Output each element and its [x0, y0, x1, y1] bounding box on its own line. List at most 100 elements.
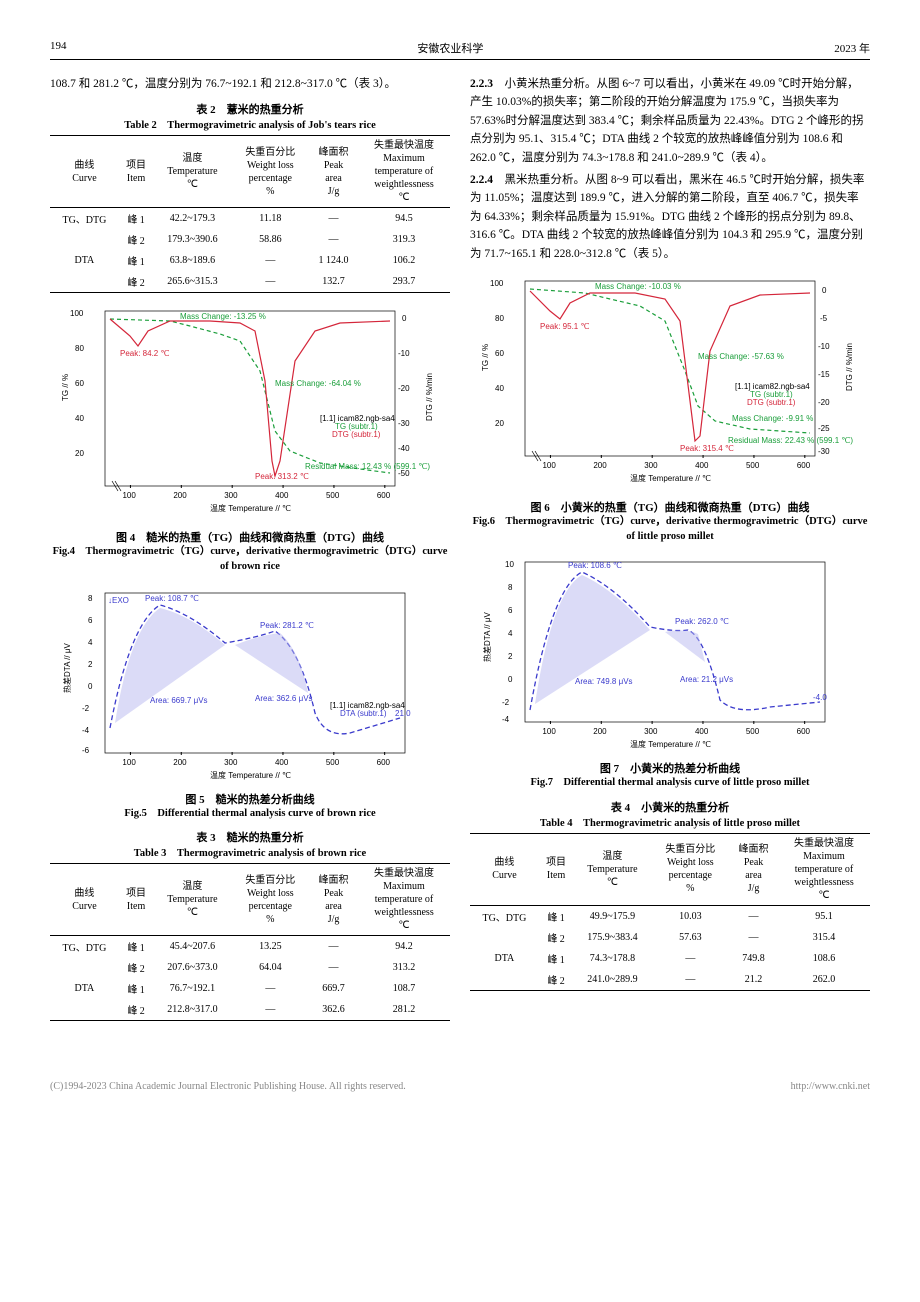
- svg-text:4: 4: [88, 638, 93, 647]
- svg-text:600: 600: [797, 461, 811, 470]
- svg-text:100: 100: [70, 309, 84, 318]
- svg-text:-4: -4: [82, 726, 90, 735]
- intro-text: 108.7 和 281.2 ℃，温度分别为 76.7~192.1 和 212.8…: [50, 75, 450, 93]
- svg-text:80: 80: [495, 314, 504, 323]
- svg-text:-10: -10: [398, 349, 410, 358]
- svg-text:40: 40: [75, 414, 84, 423]
- copyright: (C)1994-2023 China Academic Journal Elec…: [50, 1081, 406, 1092]
- svg-text:-5: -5: [820, 314, 828, 323]
- svg-text:100: 100: [542, 727, 556, 736]
- para-text: 小黄米热重分析。从图 6~7 可以看出，小黄米在 49.09 ℃时开始分解，产生…: [470, 78, 864, 164]
- fig4-cap-en: Fig.4 Thermogravimetric（TG）curve，derivat…: [50, 545, 450, 574]
- table3-title-cn: 表 3 糙米的热重分析: [50, 829, 450, 845]
- svg-text:20: 20: [495, 419, 504, 428]
- ann: Area: 362.6 μVs: [255, 694, 313, 703]
- svg-text:400: 400: [275, 491, 289, 500]
- svg-text:500: 500: [326, 758, 340, 767]
- ann: Mass Change: -64.04 %: [275, 379, 361, 388]
- figure6: 10080604020 0-5-10-15-20-25-30 Mass Chan…: [470, 271, 870, 491]
- url: http://www.cnki.net: [791, 1081, 870, 1092]
- svg-text:-25: -25: [818, 424, 830, 433]
- para-2-2-4: 2.2.4 黑米热重分析。从图 8~9 可以看出，黑米在 46.5 ℃时开始分解…: [470, 171, 870, 263]
- svg-text:4: 4: [508, 629, 513, 638]
- svg-text:20: 20: [75, 449, 84, 458]
- svg-text:-4: -4: [502, 715, 510, 724]
- svg-text:400: 400: [695, 461, 709, 470]
- svg-text:0: 0: [822, 286, 827, 295]
- ylabel: 热差DTA // μV: [482, 612, 492, 662]
- ann: Residual Mass: 12.43 % (599.1 ℃): [305, 462, 430, 471]
- fig5-cap-cn: 图 5 糙米的热差分析曲线: [50, 791, 450, 807]
- svg-text:600: 600: [797, 727, 811, 736]
- fig5-chart: 86420-2-4-6 ↓EXO Peak: 108.7 ℃ Peak: 281…: [60, 583, 440, 783]
- page-header: 194 安徽农业科学 2023 年: [50, 40, 870, 60]
- section-num: 2.2.3: [470, 78, 493, 90]
- table3-title-en: Table 3 Thermogravimetric analysis of br…: [50, 845, 450, 860]
- svg-text:-30: -30: [398, 419, 410, 428]
- svg-text:0: 0: [88, 682, 93, 691]
- leg: DTA (subtr.1): [340, 709, 387, 718]
- leg: DTG (subtr.1): [747, 398, 796, 407]
- svg-text:200: 200: [173, 491, 187, 500]
- table2: 曲线Curve项目Item温度Temperature℃失重百分比Weight l…: [50, 135, 450, 293]
- svg-text:100: 100: [122, 491, 136, 500]
- svg-text:80: 80: [75, 344, 84, 353]
- ann: Peak: 315.4 ℃: [680, 444, 734, 453]
- svg-text:-10: -10: [818, 342, 830, 351]
- ann: Peak: 281.2 ℃: [260, 621, 314, 630]
- svg-text:60: 60: [495, 349, 504, 358]
- ann: -4.0: [813, 693, 827, 702]
- fig4-cap-cn: 图 4 糙米的热重（TG）曲线和微商热重（DTG）曲线: [50, 529, 450, 545]
- svg-text:200: 200: [593, 727, 607, 736]
- table2-title-en: Table 2 Thermogravimetric analysis of Jo…: [50, 117, 450, 132]
- xlabel: 温度 Temperature // ℃: [630, 473, 711, 483]
- svg-text:60: 60: [75, 379, 84, 388]
- journal-name: 安徽农业科学: [417, 40, 483, 56]
- svg-text:-15: -15: [818, 370, 830, 379]
- table4-title-cn: 表 4 小黄米的热重分析: [470, 799, 870, 815]
- svg-text:500: 500: [326, 491, 340, 500]
- svg-text:0: 0: [402, 314, 407, 323]
- svg-text:100: 100: [542, 461, 556, 470]
- ann: Area: 21.2 μVs: [680, 675, 733, 684]
- svg-text:2: 2: [88, 660, 93, 669]
- fig7-chart: 1086420-2-4 Peak: 108.6 ℃ Peak: 262.0 ℃ …: [480, 552, 860, 752]
- fig6-cap-en: Fig.6 Thermogravimetric（TG）curve，derivat…: [470, 515, 870, 544]
- svg-text:40: 40: [495, 384, 504, 393]
- fig4-chart: 10080604020 0-10-20-30-40-50 Mass Change…: [60, 301, 440, 521]
- svg-text:10: 10: [505, 560, 514, 569]
- fig7-cap-en: Fig.7 Differential thermal analysis curv…: [470, 776, 870, 791]
- section-num: 2.2.4: [470, 174, 493, 186]
- ann: Peak: 84.2 ℃: [120, 349, 169, 358]
- svg-text:200: 200: [593, 461, 607, 470]
- ann: Peak: 313.2 ℃: [255, 472, 309, 481]
- ann: Residual Mass: 22.43 % (599.1 ℃): [728, 436, 853, 445]
- svg-text:-2: -2: [502, 698, 510, 707]
- svg-text:500: 500: [746, 461, 760, 470]
- y1label: TG // %: [481, 344, 490, 371]
- table4-title-en: Table 4 Thermogravimetric analysis of li…: [470, 815, 870, 830]
- svg-text:100: 100: [122, 758, 136, 767]
- ylabel: 热差DTA // μV: [62, 642, 72, 692]
- svg-text:300: 300: [224, 758, 238, 767]
- ann: ↓EXO: [108, 596, 129, 605]
- table3: 曲线Curve项目Item温度Temperature℃失重百分比Weight l…: [50, 863, 450, 1021]
- svg-text:2: 2: [508, 652, 513, 661]
- table2-title-cn: 表 2 薏米的热重分析: [50, 101, 450, 117]
- svg-text:-6: -6: [82, 746, 90, 755]
- svg-text:-20: -20: [818, 398, 830, 407]
- figure5: 86420-2-4-6 ↓EXO Peak: 108.7 ℃ Peak: 281…: [50, 583, 450, 783]
- svg-text:600: 600: [377, 491, 391, 500]
- ann: Mass Change: -57.63 %: [698, 352, 784, 361]
- fig5-cap-en: Fig.5 Differential thermal analysis curv…: [50, 807, 450, 822]
- y1label: TG // %: [61, 374, 70, 401]
- svg-text:100: 100: [490, 279, 504, 288]
- ann: 21.0: [395, 709, 411, 718]
- ann: Peak: 108.6 ℃: [568, 561, 622, 570]
- ann: Mass Change: -13.25 %: [180, 312, 266, 321]
- ann: Area: 669.7 μVs: [150, 696, 208, 705]
- y2label: DTG // %/min: [425, 373, 434, 421]
- fig6-chart: 10080604020 0-5-10-15-20-25-30 Mass Chan…: [480, 271, 860, 491]
- table4: 曲线Curve项目Item温度Temperature℃失重百分比Weight l…: [470, 833, 870, 991]
- page-number: 194: [50, 40, 67, 56]
